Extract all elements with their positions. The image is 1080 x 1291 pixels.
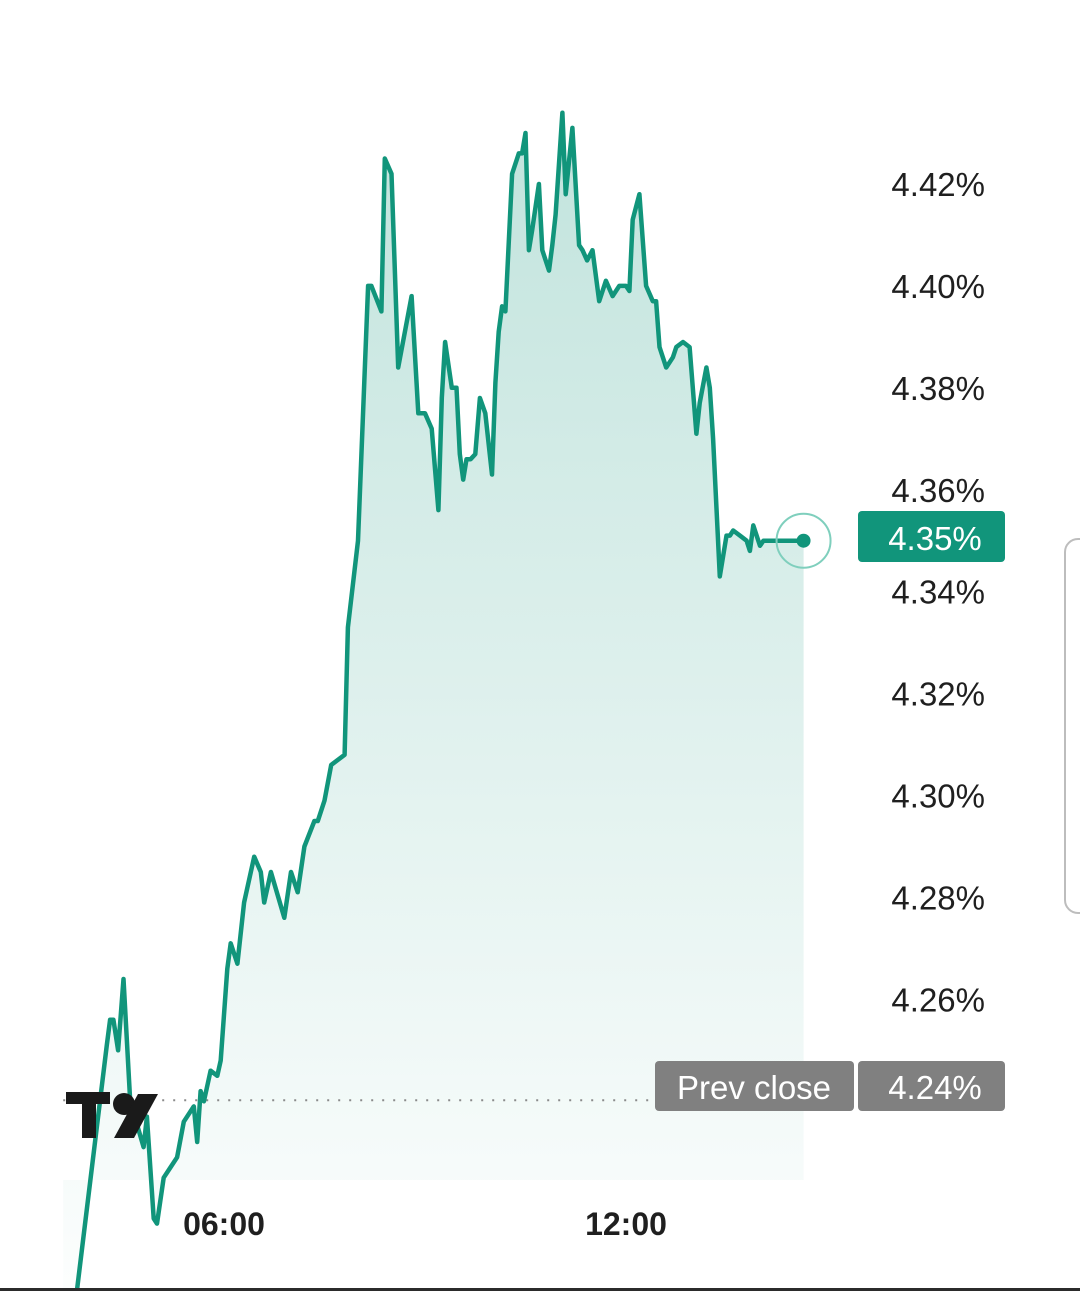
last-point-dot[interactable] (796, 533, 811, 548)
y-tick-label: 4.38% (891, 370, 985, 407)
prev-close-label: Prev close 4.24% (655, 1061, 1005, 1111)
series-line (74, 110, 806, 1291)
prev-close-label-text: Prev close (677, 1069, 831, 1106)
y-axis: 4.42% 4.40% 4.38% 4.36% 4.34% 4.32% 4.30% 4.28%… (891, 166, 985, 1018)
last-point-ring (775, 512, 832, 569)
last-value-text: 4.35% (888, 520, 982, 557)
y-tick-label: 4.34% (891, 574, 985, 611)
y-tick-label: 4.28% (891, 879, 985, 916)
series-area-fill (63, 112, 804, 1291)
y-tick-label: 4.32% (891, 676, 985, 713)
tradingview-logo (66, 1092, 158, 1138)
prev-close-value-text: 4.24% (888, 1069, 982, 1106)
y-tick-label: 4.26% (891, 981, 985, 1018)
bottom-divider (0, 1288, 1080, 1291)
x-tick-label: 12:00 (585, 1206, 667, 1242)
x-tick-label: 06:00 (183, 1206, 265, 1242)
y-tick-label: 4.40% (891, 268, 985, 305)
y-tick-label: 4.36% (891, 472, 985, 509)
last-value-label: 4.35% (858, 511, 1005, 562)
y-tick-label: 4.30% (891, 778, 985, 815)
side-panel-handle[interactable] (1064, 538, 1080, 914)
y-tick-label: 4.42% (891, 166, 985, 203)
x-axis: 06:00 12:00 (183, 1206, 667, 1242)
